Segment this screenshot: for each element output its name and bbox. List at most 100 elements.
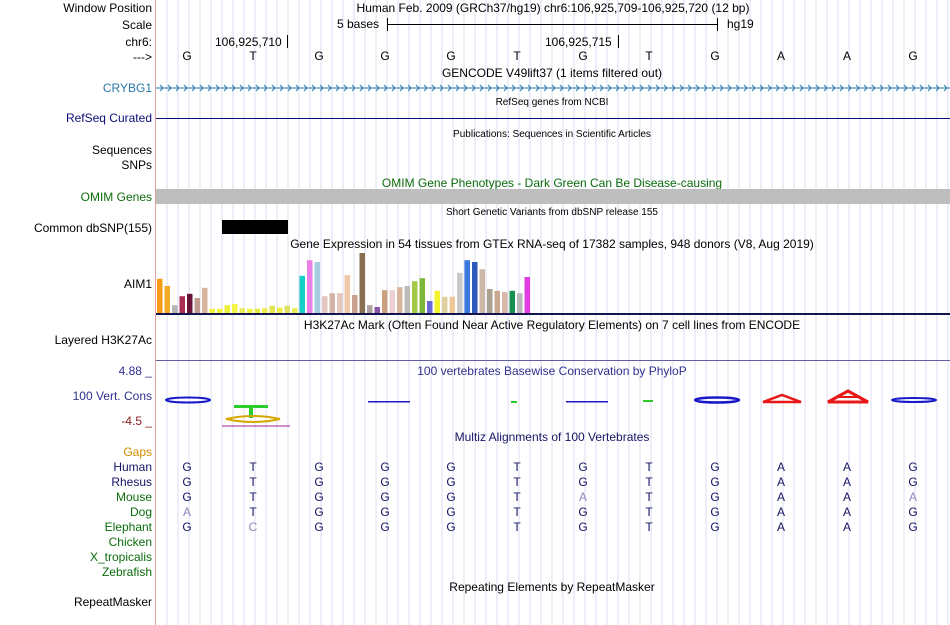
species-label[interactable]: Elephant [104, 520, 152, 534]
gtex-tissue-bar[interactable] [434, 290, 441, 313]
gtex-tissue-bar[interactable] [314, 262, 321, 313]
gtex-tissue-bar[interactable] [164, 286, 171, 313]
species-label[interactable]: Mouse [115, 490, 152, 504]
gtex-tissue-bar[interactable] [382, 290, 388, 313]
gtex-tissue-bar[interactable] [367, 305, 373, 313]
phylop-g-4 [368, 401, 410, 403]
gtex-tissue-bar[interactable] [352, 295, 358, 313]
multiz-track-title[interactable]: Multiz Alignments of 100 Vertebrates [454, 430, 650, 444]
phylop-logo[interactable] [156, 384, 950, 429]
gtex-tissue-bar[interactable] [479, 269, 486, 313]
refseq-label[interactable]: RefSeq Curated [65, 111, 152, 125]
dna-base: G [446, 49, 456, 63]
species-label[interactable]: Zebrafish [101, 565, 152, 579]
species-label[interactable]: X_tropicalis [89, 550, 152, 564]
gtex-tissue-bar[interactable] [487, 289, 493, 313]
species-label[interactable]: Rhesus [111, 475, 152, 489]
gtex-tissue-bar[interactable] [359, 253, 366, 313]
gtex-tissue-bar[interactable] [374, 307, 381, 313]
gtex-tissue-bar[interactable] [449, 296, 456, 313]
gtex-tissue-bar[interactable] [172, 305, 178, 313]
dbsnp-variant-block[interactable] [222, 220, 288, 234]
gtex-bar-chart[interactable] [156, 252, 536, 314]
gtex-tissue-bar[interactable] [412, 281, 418, 313]
alignment-base: G [182, 475, 192, 489]
gtex-tissue-bar[interactable] [502, 292, 508, 313]
gtex-tissue-bar[interactable] [157, 278, 163, 313]
omim-track-title[interactable]: OMIM Gene Phenotypes - Dark Green Can Be… [381, 176, 723, 190]
gaps-label[interactable]: Gaps [123, 445, 152, 459]
gtex-tissue-bar[interactable] [239, 308, 246, 313]
gtex-tissue-bar[interactable] [307, 260, 313, 313]
species-label[interactable]: Chicken [108, 535, 152, 549]
alignment-base: T [513, 520, 521, 534]
phylop-label[interactable]: 100 Vert. Cons [72, 389, 152, 403]
alignment-base: G [314, 490, 324, 504]
gtex-tissue-bar[interactable] [329, 293, 336, 313]
gtex-tissue-bar[interactable] [262, 308, 268, 313]
scale-bar [387, 24, 718, 25]
gtex-tissue-bar[interactable] [202, 287, 208, 313]
coord-710-tick [287, 35, 288, 48]
omim-label[interactable]: OMIM Genes [80, 190, 152, 204]
gtex-tissue-bar[interactable] [269, 305, 276, 313]
gtex-tissue-bar[interactable] [232, 304, 238, 313]
gtex-tissue-bar[interactable] [217, 308, 223, 313]
alignment-base: G [710, 460, 720, 474]
gtex-tissue-bar[interactable] [389, 290, 396, 313]
dbsnp-track-title[interactable]: Short Genetic Variants from dbSNP releas… [446, 207, 658, 218]
gtex-tissue-bar[interactable] [322, 296, 328, 313]
gtex-tissue-bar[interactable] [494, 290, 501, 313]
species-label[interactable]: Dog [129, 505, 152, 519]
refseq-gene-line[interactable] [156, 118, 950, 119]
snps-label[interactable]: SNPs [121, 158, 152, 172]
alignment-base: G [908, 475, 918, 489]
dna-base: G [380, 49, 390, 63]
gtex-track-title[interactable]: Gene Expression in 54 tissues from GTEx … [290, 237, 814, 251]
gtex-tissue-bar[interactable] [404, 286, 411, 313]
gtex-tissue-bar[interactable] [517, 293, 523, 313]
gtex-tissue-bar[interactable] [419, 278, 426, 313]
gtex-tissue-bar[interactable] [337, 293, 343, 313]
gtex-tissue-bar[interactable] [187, 293, 193, 313]
gtex-tissue-bar[interactable] [179, 296, 186, 313]
gtex-tissue-bar[interactable] [284, 305, 291, 313]
alignment-base: A [182, 505, 191, 519]
gtex-tissue-bar[interactable] [209, 308, 216, 313]
h3k27ac-label[interactable]: Layered H3K27Ac [54, 333, 152, 347]
gtex-tissue-bar[interactable] [464, 260, 471, 313]
gencode-track-title[interactable]: GENCODE V49lift37 (1 items filtered out) [441, 66, 663, 80]
gencode-gene-model[interactable] [156, 81, 950, 95]
gtex-tissue-bar[interactable] [194, 298, 201, 313]
species-label[interactable]: Human [113, 460, 152, 474]
sequences-label[interactable]: Sequences [91, 143, 152, 157]
gtex-tissue-bar[interactable] [427, 301, 433, 313]
omim-feature-bar[interactable] [156, 189, 950, 204]
repeatmasker-track-title[interactable]: Repeating Elements by RepeatMasker [449, 580, 655, 594]
alignment-base: G [380, 490, 390, 504]
gtex-tissue-bar[interactable] [344, 275, 351, 313]
gtex-tissue-bar[interactable] [397, 287, 403, 313]
gtex-tissue-bar[interactable] [292, 308, 298, 313]
gtex-tissue-bar[interactable] [224, 305, 231, 313]
alignment-base: G [380, 460, 390, 474]
refseq-track-title[interactable]: RefSeq genes from NCBI [495, 97, 609, 108]
gtex-tissue-bar[interactable] [509, 290, 516, 313]
alignment-base: T [513, 460, 521, 474]
gtex-tissue-bar[interactable] [457, 272, 463, 313]
gtex-tissue-bar[interactable] [247, 308, 253, 313]
gtex-tissue-bar[interactable] [254, 308, 261, 313]
gtex-tissue-bar[interactable] [524, 277, 531, 313]
dbsnp-label[interactable]: Common dbSNP(155) [33, 221, 152, 235]
gtex-tissue-bar[interactable] [472, 262, 478, 313]
phylop-track-title[interactable]: 100 vertebrates Basewise Conservation by… [417, 364, 687, 378]
repeatmasker-label[interactable]: RepeatMasker [73, 595, 152, 609]
gencode-gene-label[interactable]: CRYBG1 [102, 81, 152, 95]
gtex-tissue-bar[interactable] [442, 296, 448, 313]
gtex-tissue-bar[interactable] [277, 307, 283, 313]
gtex-tissue-bar[interactable] [299, 275, 306, 313]
gtex-gene-label[interactable]: AIM1 [123, 277, 152, 291]
publications-track-title[interactable]: Publications: Sequences in Scientific Ar… [453, 129, 651, 140]
h3k27ac-track-title[interactable]: H3K27Ac Mark (Often Found Near Active Re… [303, 318, 801, 332]
alignment-base: A [842, 475, 851, 489]
